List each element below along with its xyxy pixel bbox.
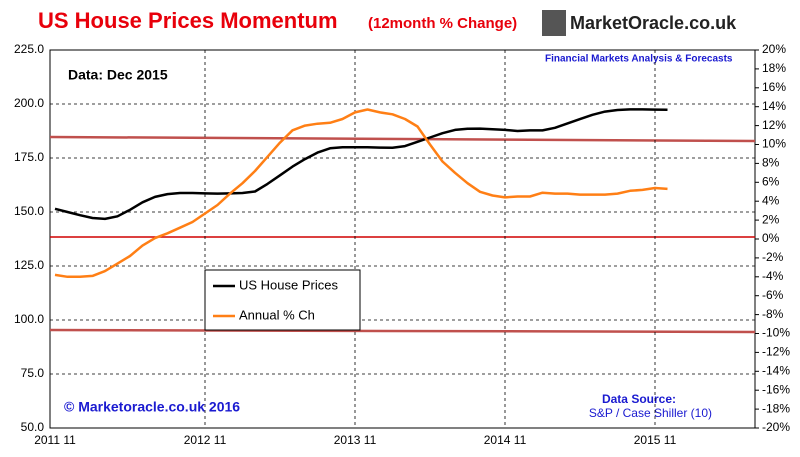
chart-title: US House Prices Momentum: [38, 8, 338, 33]
x-tick-label: 2012 11: [184, 433, 227, 447]
legend-box: [204, 269, 361, 331]
reference-line: [49, 328, 756, 334]
y2-tick-label: -6%: [762, 288, 784, 302]
logo-tagline: Financial Markets Analysis & Forecasts: [545, 54, 733, 65]
y2-tick-label: -2%: [762, 250, 784, 264]
x-tick-label: 2013 11: [334, 433, 377, 447]
y2-tick-label: -20%: [762, 420, 790, 434]
y2-tick-label: 14%: [762, 99, 786, 113]
legend-label: Annual % Ch: [239, 307, 315, 322]
x-tick-label: 2014 11: [484, 433, 527, 447]
y2-tick-label: 0%: [762, 231, 780, 245]
copyright: © Marketoracle.co.uk 2016: [64, 399, 240, 415]
y2-tick-label: -8%: [762, 307, 784, 321]
y2-tick-label: 16%: [762, 80, 786, 94]
y2-tick-label: -10%: [762, 326, 790, 340]
y2-tick-label: 18%: [762, 61, 786, 75]
y2-tick-label: 8%: [762, 156, 780, 170]
source-text: S&P / Case Shiller (10): [589, 406, 712, 420]
logo-box: [540, 8, 748, 44]
y2-tick-label: -12%: [762, 345, 790, 359]
chart-subtitle: (12month % Change): [368, 15, 517, 32]
data-date: Data: Dec 2015: [68, 67, 168, 83]
y2-tick-label: -14%: [762, 363, 790, 377]
x-tick-label: 2015 11: [634, 433, 677, 447]
y-tick-label: 200.0: [14, 96, 44, 110]
y2-tick-label: -4%: [762, 269, 784, 283]
source-label: Data Source:: [602, 392, 676, 406]
y2-tick-label: 12%: [762, 118, 786, 132]
series-line: [54, 108, 668, 221]
y-tick-label: 175.0: [14, 150, 44, 164]
y-tick-label: 100.0: [14, 312, 44, 326]
plot-area: [49, 49, 756, 429]
y2-tick-label: 10%: [762, 137, 786, 151]
y2-tick-label: -18%: [762, 401, 790, 415]
y-tick-label: 225.0: [14, 42, 44, 56]
y-tick-label: 150.0: [14, 204, 44, 218]
y2-tick-label: 2%: [762, 212, 780, 226]
legend-label: US House Prices: [239, 277, 338, 292]
logo-icon: [542, 10, 566, 36]
series-line: [54, 108, 668, 279]
y2-tick-label: 4%: [762, 193, 780, 207]
x-tick-label: 2011 11: [34, 433, 76, 447]
y-tick-label: 50.0: [21, 420, 45, 434]
y-tick-label: 75.0: [21, 366, 45, 380]
y2-tick-label: 20%: [762, 42, 786, 56]
y2-tick-label: 6%: [762, 174, 780, 188]
y2-tick-label: -16%: [762, 382, 790, 396]
reference-line: [49, 135, 756, 143]
logo-name: MarketOracle.co.uk: [570, 13, 737, 33]
y-tick-label: 125.0: [14, 258, 44, 272]
